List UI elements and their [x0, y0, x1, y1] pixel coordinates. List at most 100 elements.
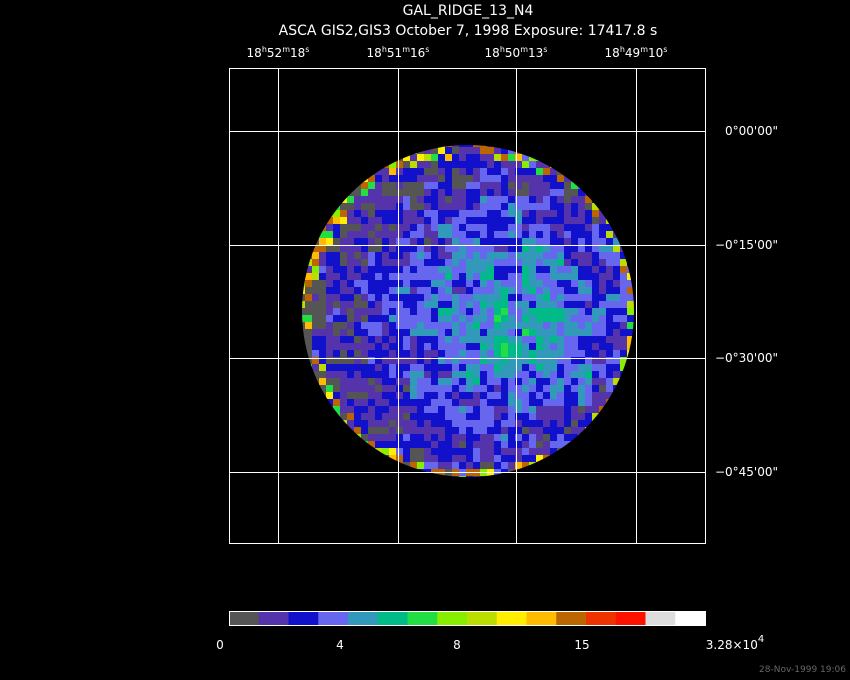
pixel [389, 203, 396, 210]
pixel [312, 315, 319, 322]
pixel [473, 385, 480, 392]
pixel [557, 322, 564, 329]
pixel [522, 371, 529, 378]
pixel [452, 413, 459, 420]
pixel [494, 238, 501, 245]
pixel [382, 315, 389, 322]
pixel [578, 343, 585, 350]
pixel [571, 371, 578, 378]
pixel [389, 455, 396, 462]
pixel [522, 217, 529, 224]
pixel [459, 154, 466, 161]
pixel [417, 385, 424, 392]
pixel [326, 364, 333, 371]
pixel [424, 399, 431, 406]
pixel [606, 252, 613, 259]
pixel [585, 308, 592, 315]
pixel [536, 273, 543, 280]
pixel [494, 364, 501, 371]
pixel [466, 448, 473, 455]
pixel [354, 189, 361, 196]
pixel [410, 196, 417, 203]
pixel [438, 280, 445, 287]
pixel [312, 280, 319, 287]
pixel [599, 315, 606, 322]
pixel [354, 378, 361, 385]
pixel [382, 413, 389, 420]
pixel [410, 287, 417, 294]
pixel [445, 399, 452, 406]
pixel [312, 259, 319, 266]
pixel [340, 357, 347, 364]
pixel [564, 350, 571, 357]
pixel [557, 315, 564, 322]
pixel [445, 161, 452, 168]
pixel [550, 406, 557, 413]
colorbar-swatch [586, 611, 617, 625]
pixel [487, 287, 494, 294]
pixel [515, 385, 522, 392]
pixel [522, 385, 529, 392]
pixel [487, 462, 494, 469]
pixel [326, 308, 333, 315]
pixel [403, 280, 410, 287]
pixel [606, 350, 613, 357]
pixel [536, 413, 543, 420]
pixel [403, 189, 410, 196]
pixel [522, 434, 529, 441]
pixel [522, 420, 529, 427]
pixel [571, 315, 578, 322]
pixel [522, 406, 529, 413]
pixel [431, 154, 438, 161]
pixel [438, 308, 445, 315]
pixel [613, 294, 620, 301]
pixel [564, 413, 571, 420]
pixel [487, 315, 494, 322]
pixel [431, 371, 438, 378]
pixel [459, 455, 466, 462]
pixel [536, 420, 543, 427]
pixel [438, 350, 445, 357]
pixel [445, 322, 452, 329]
pixel [403, 350, 410, 357]
pixel [375, 378, 382, 385]
pixel [368, 273, 375, 280]
pixel [396, 343, 403, 350]
pixel [438, 441, 445, 448]
pixel [319, 350, 326, 357]
pixel [347, 210, 354, 217]
pixel [550, 252, 557, 259]
pixel [522, 413, 529, 420]
pixel [375, 210, 382, 217]
pixel [445, 182, 452, 189]
pixel [508, 168, 515, 175]
pixel [431, 441, 438, 448]
pixel [431, 266, 438, 273]
pixel [312, 245, 319, 252]
pixel [459, 217, 466, 224]
pixel [480, 392, 487, 399]
pixel [501, 182, 508, 189]
pixel [319, 336, 326, 343]
pixel [550, 217, 557, 224]
pixel [382, 259, 389, 266]
pixel [347, 350, 354, 357]
pixel [452, 161, 459, 168]
pixel [557, 175, 564, 182]
pixel [312, 343, 319, 350]
pixel [445, 196, 452, 203]
pixel [326, 399, 333, 406]
pixel [431, 392, 438, 399]
pixel [494, 168, 501, 175]
pixel [550, 420, 557, 427]
ra-label-part: 50 [505, 46, 520, 60]
colorbar-swatch [377, 611, 408, 625]
colorbar-swatch [258, 611, 289, 625]
pixel [564, 336, 571, 343]
pixel [585, 322, 592, 329]
pixel [396, 448, 403, 455]
pixel [445, 406, 452, 413]
pixel [466, 434, 473, 441]
pixel [543, 420, 550, 427]
pixel [368, 322, 375, 329]
